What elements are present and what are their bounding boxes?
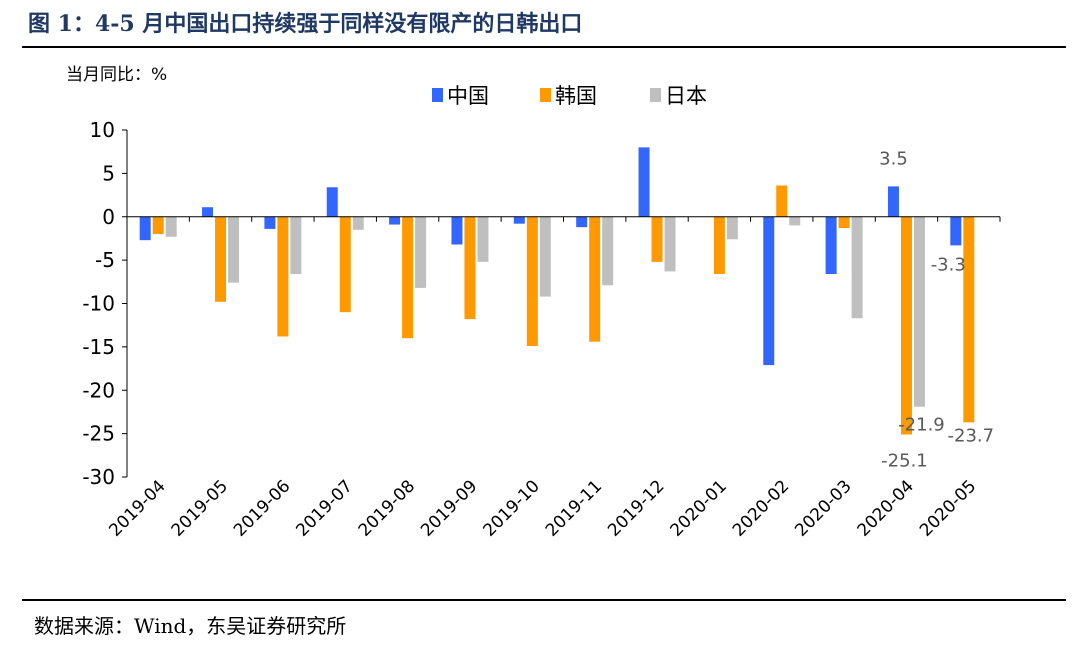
- data-label: -21.9: [898, 415, 945, 436]
- x-axis: 2019-042019-052019-062019-072019-082019-…: [105, 216, 1001, 541]
- bar-日本-2020-03: [851, 216, 863, 319]
- bar-日本-2020-04: [913, 216, 925, 407]
- y-tick-label: -5: [95, 248, 115, 272]
- title-rule: [22, 46, 1066, 48]
- bar-日本-2019-06: [290, 216, 302, 275]
- data-labels: 3.5 -3.3 -21.9 -25.1 -23.7: [879, 148, 994, 471]
- data-label: 3.5: [879, 148, 908, 169]
- bar-韩国-2019-11: [589, 216, 601, 342]
- bar-韩国-2020-02: [776, 185, 788, 217]
- bar-中国-2019-04: [139, 216, 151, 241]
- legend-swatch-韩国: [540, 88, 551, 102]
- bar-日本-2019-07: [352, 216, 364, 230]
- y-tick-label: -20: [82, 378, 115, 402]
- bar-日本-2019-09: [477, 216, 489, 262]
- legend-swatch-日本: [650, 88, 661, 102]
- bar-韩国-2020-03: [838, 216, 850, 229]
- x-tick-label: 2019-06: [230, 476, 294, 540]
- figure-title: 图 1：4-5 月中国出口持续强于同样没有限产的日韩出口: [28, 11, 583, 37]
- x-tick-label: 2019-11: [542, 476, 606, 540]
- bar-日本-2020-02: [789, 216, 801, 226]
- unit-label: 当月同比：%: [66, 65, 168, 85]
- x-tick-label: 2019-09: [417, 476, 481, 540]
- bar-中国-2020-02: [763, 216, 775, 366]
- data-label: -25.1: [881, 450, 928, 471]
- bar-韩国-2020-01: [713, 216, 725, 275]
- bar-韩国-2020-04: [900, 216, 912, 435]
- x-tick-label: 2019-04: [105, 476, 169, 540]
- x-tick-label: 2019-12: [604, 476, 668, 540]
- bar-韩国-2019-05: [215, 216, 227, 302]
- y-tick-label: -10: [82, 292, 115, 316]
- y-tick-label: 5: [102, 161, 115, 185]
- bar-中国-2019-11: [576, 216, 588, 228]
- y-axis: 10 5 0 -5 -10 -15 -20 -25 -30: [82, 118, 128, 489]
- bar-韩国-2019-10: [526, 216, 538, 347]
- x-tick-label: 2020-01: [667, 476, 731, 540]
- bar-中国-2019-05: [202, 207, 214, 217]
- legend-label-中国: 中国: [447, 84, 489, 108]
- x-tick-label: 2020-05: [916, 476, 980, 540]
- bar-韩国-2019-09: [464, 216, 476, 320]
- bar-中国-2020-04: [887, 186, 899, 217]
- bar-韩国-2020-05: [963, 216, 975, 423]
- x-tick-label: 2020-03: [791, 476, 855, 540]
- x-tick-label: 2019-10: [479, 476, 543, 540]
- legend-label-日本: 日本: [665, 84, 707, 108]
- x-tick-label: 2020-02: [729, 476, 793, 540]
- y-tick-label: 0: [102, 205, 115, 229]
- x-tick-label: 2020-04: [854, 476, 918, 540]
- bar-日本-2019-10: [539, 216, 551, 297]
- x-tick-label: 2019-08: [355, 476, 419, 540]
- data-label: -3.3: [931, 254, 966, 275]
- bar-韩国-2019-08: [402, 216, 414, 339]
- legend-swatch-中国: [432, 88, 443, 102]
- bar-中国-2019-12: [638, 147, 650, 217]
- y-tick-label: -25: [82, 422, 115, 446]
- bar-日本-2019-11: [602, 216, 614, 286]
- bar-韩国-2019-12: [651, 216, 663, 262]
- y-tick-label: -30: [82, 465, 115, 489]
- bar-中国-2019-07: [326, 187, 338, 217]
- source-rule: [22, 599, 1066, 601]
- bar-中国-2019-09: [451, 216, 463, 245]
- legend-label-韩国: 韩国: [555, 84, 597, 108]
- x-tick-label: 2019-05: [168, 476, 232, 540]
- bar-日本-2020-01: [726, 216, 738, 240]
- bar-韩国-2019-04: [152, 216, 164, 235]
- bar-日本-2019-04: [165, 216, 177, 237]
- bar-韩国-2019-07: [339, 216, 351, 313]
- source-note: 数据来源：Wind，东吴证券研究所: [34, 614, 347, 638]
- bar-中国-2020-05: [950, 216, 962, 246]
- y-tick-label: 10: [90, 118, 115, 142]
- legend: 中国 韩国 日本: [432, 84, 707, 108]
- data-label: -23.7: [948, 425, 995, 446]
- y-tick-label: -15: [82, 335, 115, 359]
- bar-中国-2020-03: [825, 216, 837, 275]
- bar-日本-2019-05: [228, 216, 240, 283]
- x-tick-label: 2019-07: [292, 476, 356, 540]
- bar-中国-2019-10: [513, 216, 525, 224]
- bar-日本-2019-12: [664, 216, 676, 272]
- bar-中国-2019-06: [264, 216, 276, 229]
- bar-韩国-2019-06: [277, 216, 289, 337]
- bar-中国-2019-08: [389, 216, 401, 225]
- bar-日本-2019-08: [415, 216, 427, 288]
- bars: [139, 147, 975, 435]
